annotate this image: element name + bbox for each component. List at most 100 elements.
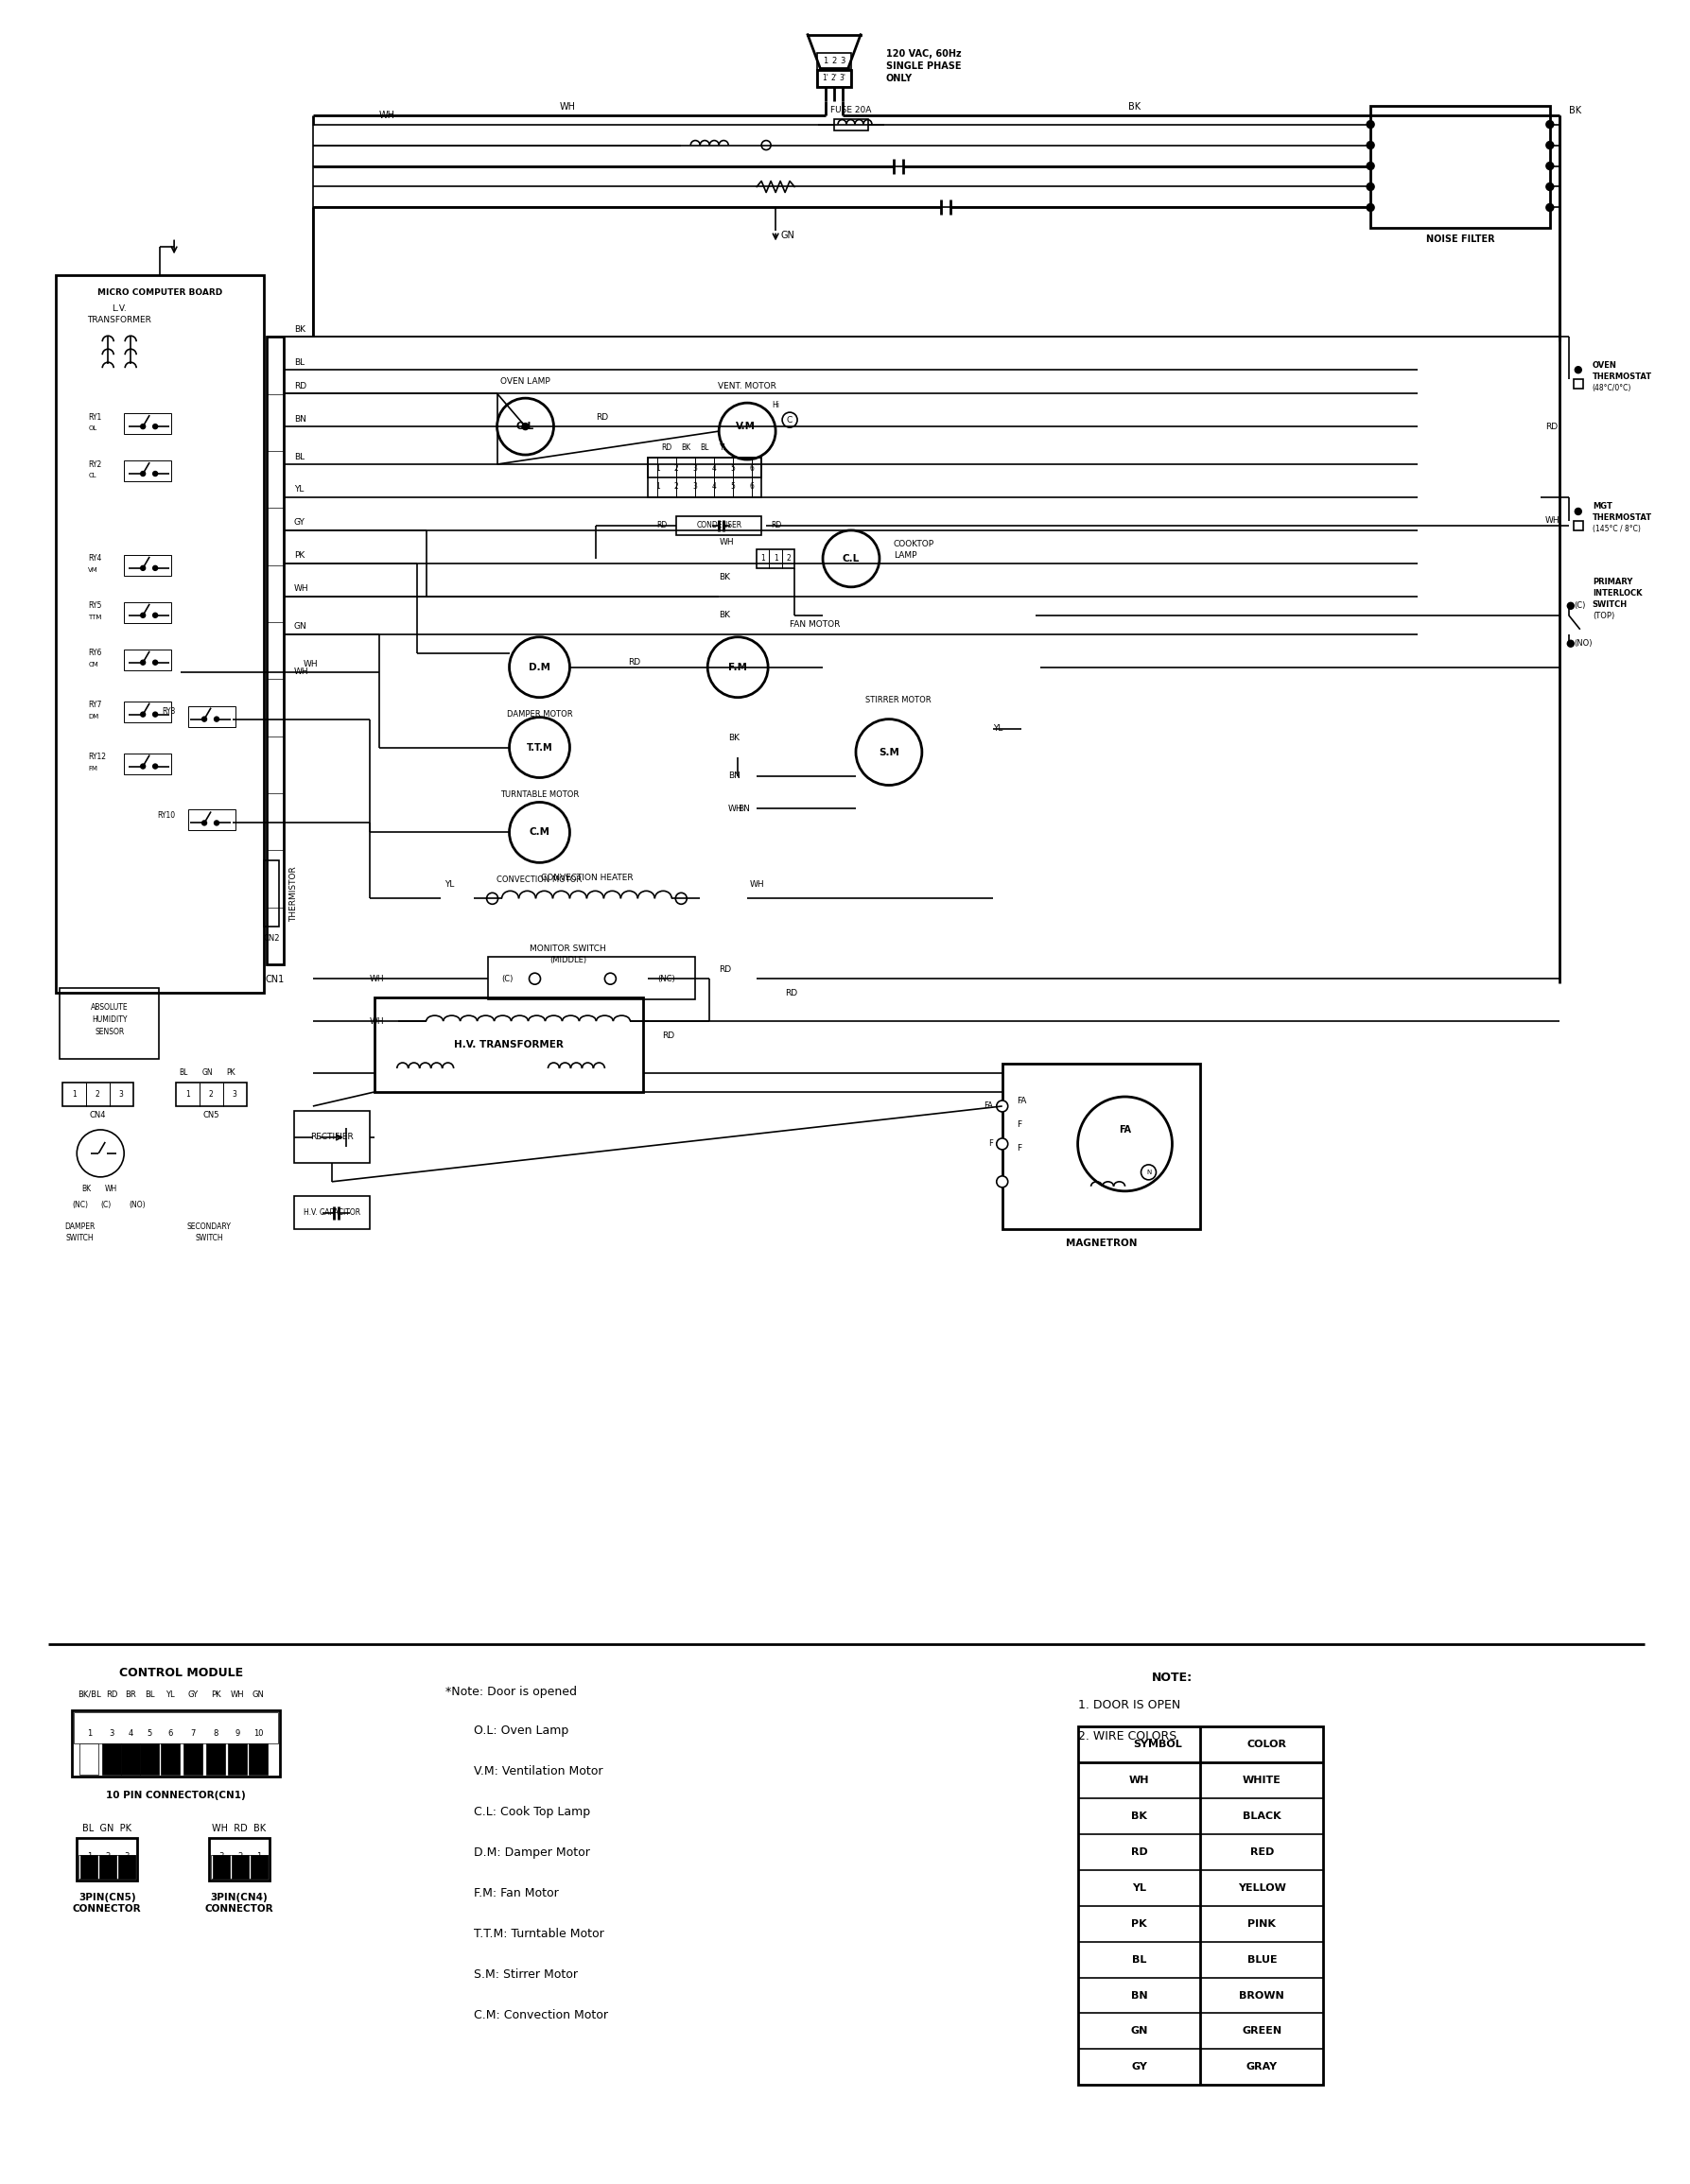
Bar <box>1573 522 1584 531</box>
Circle shape <box>140 764 145 769</box>
Text: MGT: MGT <box>1592 502 1612 511</box>
Text: SECONDARY: SECONDARY <box>188 1223 232 1232</box>
Bar <box>264 860 279 926</box>
Bar <box>267 336 284 965</box>
Bar <box>1573 380 1584 389</box>
Text: F: F <box>1016 1144 1021 1153</box>
Text: CONTROL MODULE: CONTROL MODULE <box>118 1666 243 1679</box>
Bar <box>100 1854 117 1878</box>
Bar <box>188 705 235 727</box>
Text: BN: BN <box>294 415 306 424</box>
Text: BL: BL <box>1132 1955 1146 1963</box>
Bar <box>213 1854 230 1878</box>
Text: GY: GY <box>188 1690 198 1699</box>
Text: WH: WH <box>230 1690 245 1699</box>
Text: YL: YL <box>720 443 728 452</box>
Text: RY10: RY10 <box>157 810 176 819</box>
Circle shape <box>1575 367 1582 373</box>
Text: VENT. MOTOR: VENT. MOTOR <box>718 382 776 391</box>
Text: 2. WIRE COLORS: 2. WIRE COLORS <box>1078 1730 1176 1743</box>
Text: (TOP): (TOP) <box>1592 612 1614 620</box>
Text: BL  GN  PK: BL GN PK <box>83 1824 132 1832</box>
Text: CN2: CN2 <box>264 935 279 941</box>
Circle shape <box>1367 142 1374 149</box>
Text: 3: 3 <box>125 1852 130 1861</box>
Bar <box>123 753 171 773</box>
Circle shape <box>997 1138 1007 1149</box>
Text: BN: BN <box>1131 1990 1148 2001</box>
Circle shape <box>203 821 206 826</box>
Circle shape <box>1567 603 1573 609</box>
Text: FA: FA <box>984 1103 992 1109</box>
Bar <box>818 52 852 70</box>
Text: V.M: V.M <box>735 422 755 430</box>
Text: WH: WH <box>728 804 744 812</box>
Bar <box>228 1743 247 1776</box>
Text: WH  RD  BK: WH RD BK <box>213 1824 267 1832</box>
Text: BK: BK <box>1131 1811 1148 1821</box>
Circle shape <box>1546 203 1553 212</box>
Text: 3: 3 <box>232 1090 237 1099</box>
Bar <box>74 1712 277 1743</box>
Text: CM: CM <box>88 662 98 666</box>
Text: 2: 2 <box>95 1090 100 1099</box>
Text: O.L: Oven Lamp: O.L: Oven Lamp <box>473 1725 568 1736</box>
Circle shape <box>152 472 157 476</box>
Text: H.V. CAPACITOR: H.V. CAPACITOR <box>304 1208 360 1216</box>
Bar <box>123 603 171 622</box>
Bar <box>294 1197 370 1230</box>
Text: 7: 7 <box>191 1730 196 1738</box>
Circle shape <box>1575 509 1582 515</box>
Circle shape <box>1367 183 1374 190</box>
Circle shape <box>140 614 145 618</box>
Circle shape <box>215 716 220 721</box>
Bar <box>1371 105 1550 229</box>
Text: DAMPER: DAMPER <box>64 1223 95 1232</box>
Text: YL: YL <box>166 1690 174 1699</box>
Bar <box>818 70 852 87</box>
Circle shape <box>1546 120 1553 129</box>
Text: 3: 3 <box>693 463 698 472</box>
Bar <box>835 118 869 131</box>
Text: F: F <box>989 1140 992 1149</box>
Text: (NC): (NC) <box>73 1201 88 1210</box>
Text: BLACK: BLACK <box>1242 1811 1281 1821</box>
Text: RY2: RY2 <box>88 461 101 470</box>
Text: STIRRER MOTOR: STIRRER MOTOR <box>865 697 931 705</box>
Text: GN: GN <box>252 1690 264 1699</box>
Text: 1: 1 <box>656 483 659 491</box>
Bar <box>140 1743 159 1776</box>
Text: BL: BL <box>700 443 710 452</box>
Text: GN: GN <box>781 232 794 240</box>
Circle shape <box>152 566 157 570</box>
Text: FA: FA <box>1016 1096 1026 1105</box>
Text: 1: 1 <box>86 1852 91 1861</box>
Circle shape <box>997 1101 1007 1112</box>
Text: 1': 1' <box>823 74 828 83</box>
Text: 5: 5 <box>147 1730 152 1738</box>
Text: WH: WH <box>559 103 576 111</box>
Text: SENSOR: SENSOR <box>95 1026 123 1035</box>
Circle shape <box>1367 120 1374 129</box>
Text: BK: BK <box>1129 103 1141 111</box>
Text: CONVECTION MOTOR: CONVECTION MOTOR <box>497 876 583 885</box>
Text: 5: 5 <box>730 463 735 472</box>
Text: FUSE 20A: FUSE 20A <box>830 107 872 114</box>
Text: F.M: F.M <box>728 662 747 673</box>
Text: HUMIDITY: HUMIDITY <box>91 1016 127 1024</box>
Text: 6: 6 <box>167 1730 172 1738</box>
Text: 2: 2 <box>786 555 791 563</box>
Text: MAGNETRON: MAGNETRON <box>1066 1238 1137 1247</box>
Bar <box>248 1743 267 1776</box>
Circle shape <box>1546 162 1553 170</box>
Text: OVEN: OVEN <box>1592 360 1617 369</box>
Text: BN: BN <box>739 804 750 812</box>
Text: 2: 2 <box>831 57 837 66</box>
Text: OL: OL <box>88 426 96 430</box>
Text: 10: 10 <box>254 1730 264 1738</box>
Text: CN5: CN5 <box>203 1112 220 1120</box>
Text: GY: GY <box>294 518 306 526</box>
Circle shape <box>140 712 145 716</box>
Circle shape <box>215 821 220 826</box>
Text: T.T.M: Turntable Motor: T.T.M: Turntable Motor <box>473 1928 603 1939</box>
